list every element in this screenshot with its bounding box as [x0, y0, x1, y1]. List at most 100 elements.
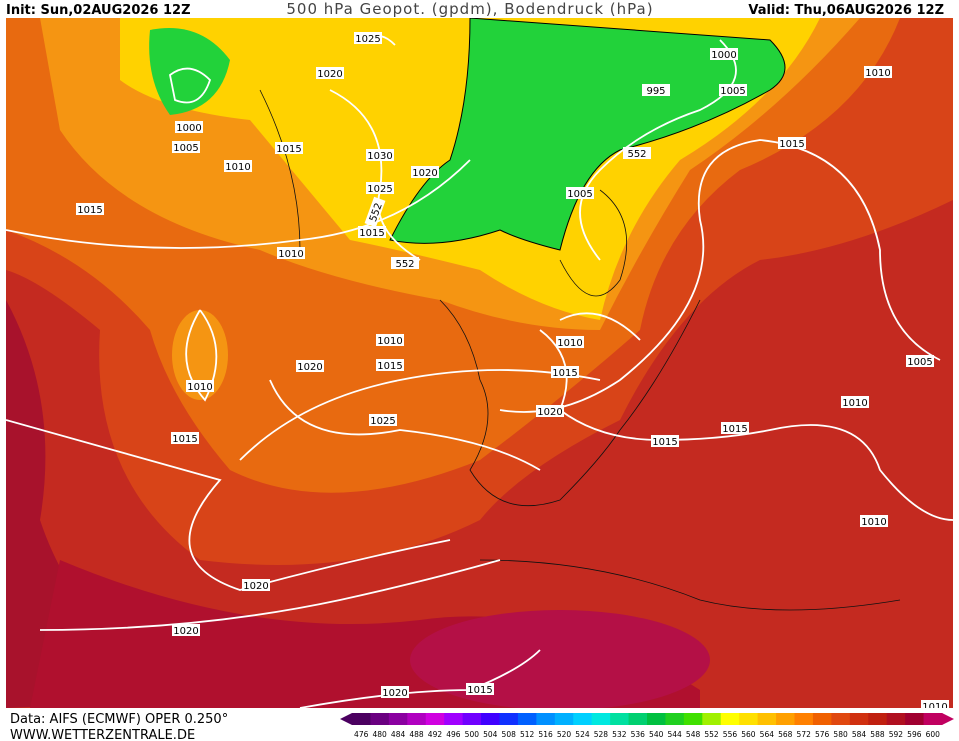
label-box	[921, 700, 949, 708]
label-text: 1005	[720, 86, 745, 97]
colorbar-label: 556	[723, 730, 738, 739]
colorbar-cell	[831, 713, 851, 725]
colorbar-label: 504	[483, 730, 498, 739]
height-label: 552	[623, 147, 651, 160]
label-text: 1015	[652, 437, 677, 448]
label-text: 1010	[225, 162, 250, 173]
label-box	[172, 624, 200, 636]
isobar-label: 1005	[719, 84, 747, 97]
label-box	[466, 683, 494, 695]
label-text: 1015	[722, 424, 747, 435]
label-text: 1020	[537, 407, 562, 418]
colorbar-cell	[923, 713, 943, 725]
label-text: 1025	[355, 34, 380, 45]
colorbar-cell	[702, 713, 722, 725]
label-text: 1030	[367, 151, 392, 162]
colorbar-cell	[794, 713, 814, 725]
isobar-label: 995	[642, 84, 670, 97]
label-box	[556, 336, 584, 348]
label-box	[642, 84, 670, 96]
label-text: 1015	[172, 434, 197, 445]
label-text: 1015	[779, 139, 804, 150]
label-box	[376, 359, 404, 371]
field-green	[389, 18, 786, 251]
label-text: 1020	[382, 688, 407, 699]
colorbar-cell	[683, 713, 703, 725]
colorbar-label: 532	[612, 730, 627, 739]
colorbar-label: 596	[907, 730, 922, 739]
label-box	[651, 435, 679, 447]
label-box	[391, 257, 419, 269]
label-box	[224, 160, 252, 172]
label-text: 1025	[370, 416, 395, 427]
field-magenta	[410, 610, 710, 708]
height-label: 552	[391, 257, 419, 270]
label-box	[721, 422, 749, 434]
isobar-label: 1010	[864, 66, 892, 79]
label-text: 1015	[77, 205, 102, 216]
isobar-label: 1010	[186, 380, 214, 393]
colorbar-cell	[554, 713, 574, 725]
data-source: Data: AIFS (ECMWF) OPER 0.250°	[10, 712, 228, 727]
label-box	[381, 686, 409, 698]
label-box	[906, 355, 934, 367]
label-text: 1010	[865, 68, 890, 79]
colorbar-label: 488	[409, 730, 424, 739]
colorbar-label: 500	[465, 730, 480, 739]
label-text: 1010	[842, 398, 867, 409]
label-text: 1000	[711, 50, 736, 61]
label-box	[366, 149, 394, 161]
label-box	[175, 121, 203, 133]
label-text: 1015	[359, 228, 384, 239]
colorbar-label: 528	[594, 730, 609, 739]
isobar-label: 1015	[76, 203, 104, 216]
colorbar-cell	[886, 713, 906, 725]
isobar-label: 1015	[466, 683, 494, 696]
label-text: 1005	[173, 143, 198, 154]
colorbar-label: 524	[575, 730, 590, 739]
label-text: 1020	[412, 168, 437, 179]
isobar-label: 1015	[778, 137, 806, 150]
isobar-label: 1015	[171, 432, 199, 445]
colorbar-label: 536	[631, 730, 646, 739]
colorbar-cell	[407, 713, 427, 725]
colorbar-label: 516	[538, 730, 553, 739]
colorbar-cell	[665, 713, 685, 725]
label-box	[860, 515, 888, 527]
label-text: 1005	[567, 189, 592, 200]
label-box	[566, 187, 594, 199]
isobar-label: 1030	[366, 149, 394, 162]
colorbar-cell	[499, 713, 519, 725]
coastline	[259, 89, 901, 611]
label-text: 1010	[557, 338, 582, 349]
label-text: 1020	[243, 581, 268, 592]
colorbar-cell	[388, 713, 408, 725]
isobar-label: 1025	[366, 182, 394, 195]
isobar-label: 1010	[277, 247, 305, 260]
colorbar-label: 508	[502, 730, 517, 739]
label-box	[841, 396, 869, 408]
colorbar-cell	[462, 713, 482, 725]
label-box	[76, 203, 104, 215]
colorbar-cell	[849, 713, 869, 725]
label-box	[376, 334, 404, 346]
label-box	[369, 414, 397, 426]
colorbar-label: 548	[686, 730, 701, 739]
label-box	[364, 196, 386, 228]
label-box	[354, 32, 382, 44]
field-green	[149, 28, 230, 115]
isobar-label: 1010	[921, 700, 949, 708]
isobar-label: 1020	[381, 686, 409, 699]
isobar-label: 1000	[175, 121, 203, 134]
colorbar-label: 552	[704, 730, 719, 739]
isobar-label: 1005	[906, 355, 934, 368]
colorbar-cell	[517, 713, 537, 725]
label-text: 1015	[377, 361, 402, 372]
isobar-label: 1010	[841, 396, 869, 409]
colorbar-cell	[812, 713, 832, 725]
label-text: 1015	[276, 144, 301, 155]
label-box	[275, 142, 303, 154]
isobar-label: 1015	[551, 366, 579, 379]
isobar-label: 1000	[710, 48, 738, 61]
